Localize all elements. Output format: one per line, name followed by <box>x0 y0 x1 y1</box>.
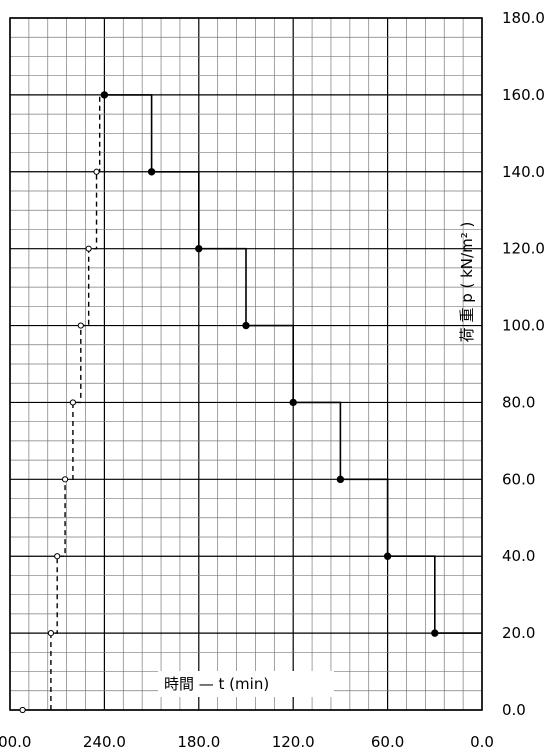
axis-labels: 時間 — t (min) 荷 重 p ( kN/m² ) <box>158 222 476 697</box>
open-point-marker <box>77 322 84 329</box>
filled-point-marker <box>383 552 392 560</box>
x-axis-label-background <box>158 671 334 697</box>
plot-frame <box>9 17 483 711</box>
open-point-marker <box>54 553 61 560</box>
open-point-marker <box>93 168 100 175</box>
y-tick-label: 120.0 <box>502 240 545 258</box>
x-tick-label: 120.0 <box>272 733 315 751</box>
y-tick-label: 80.0 <box>502 393 535 411</box>
filled-point-marker <box>431 629 439 637</box>
y-axis-label: 荷 重 p ( kN/m² ) <box>458 222 476 343</box>
filled-point-marker <box>195 244 203 253</box>
y-tick-label: 40.0 <box>502 547 535 565</box>
tick-labels: 300.0 240.0 180.0 120.0 60.0 0.0 0.0 20.0 40.0 60… <box>0 9 545 751</box>
y-tick-label: 140.0 <box>502 163 545 181</box>
solid-step-line <box>104 94 482 634</box>
y-tick-label: 180.0 <box>502 9 545 27</box>
y-tick-label: 100.0 <box>502 317 545 335</box>
filled-point-marker <box>289 398 297 407</box>
filled-point-marker <box>336 475 345 484</box>
y-tick-label: 160.0 <box>502 86 545 104</box>
x-tick-label: 180.0 <box>177 733 220 751</box>
y-tick-label: 60.0 <box>502 470 535 488</box>
y-tick-label: 20.0 <box>502 624 535 642</box>
x-tick-label: 60.0 <box>371 733 404 751</box>
open-point-marker <box>47 630 55 637</box>
x-tick-label: 300.0 <box>0 733 31 751</box>
x-tick-label: 240.0 <box>83 733 126 751</box>
filled-point-marker <box>147 168 156 176</box>
dashed-step-line <box>50 94 105 710</box>
x-axis-label: 時間 — t (min) <box>164 675 269 693</box>
x-tick-label: 0.0 <box>470 733 494 751</box>
open-point-marker <box>19 706 26 714</box>
plot-border <box>9 17 483 711</box>
open-point-marker <box>69 399 77 406</box>
y-tick-label: 0.0 <box>502 701 526 719</box>
open-point-marker <box>85 245 92 252</box>
grid <box>9 17 483 711</box>
filled-point-marker <box>242 321 250 330</box>
open-point-marker <box>61 476 69 483</box>
series-layer <box>19 91 482 714</box>
